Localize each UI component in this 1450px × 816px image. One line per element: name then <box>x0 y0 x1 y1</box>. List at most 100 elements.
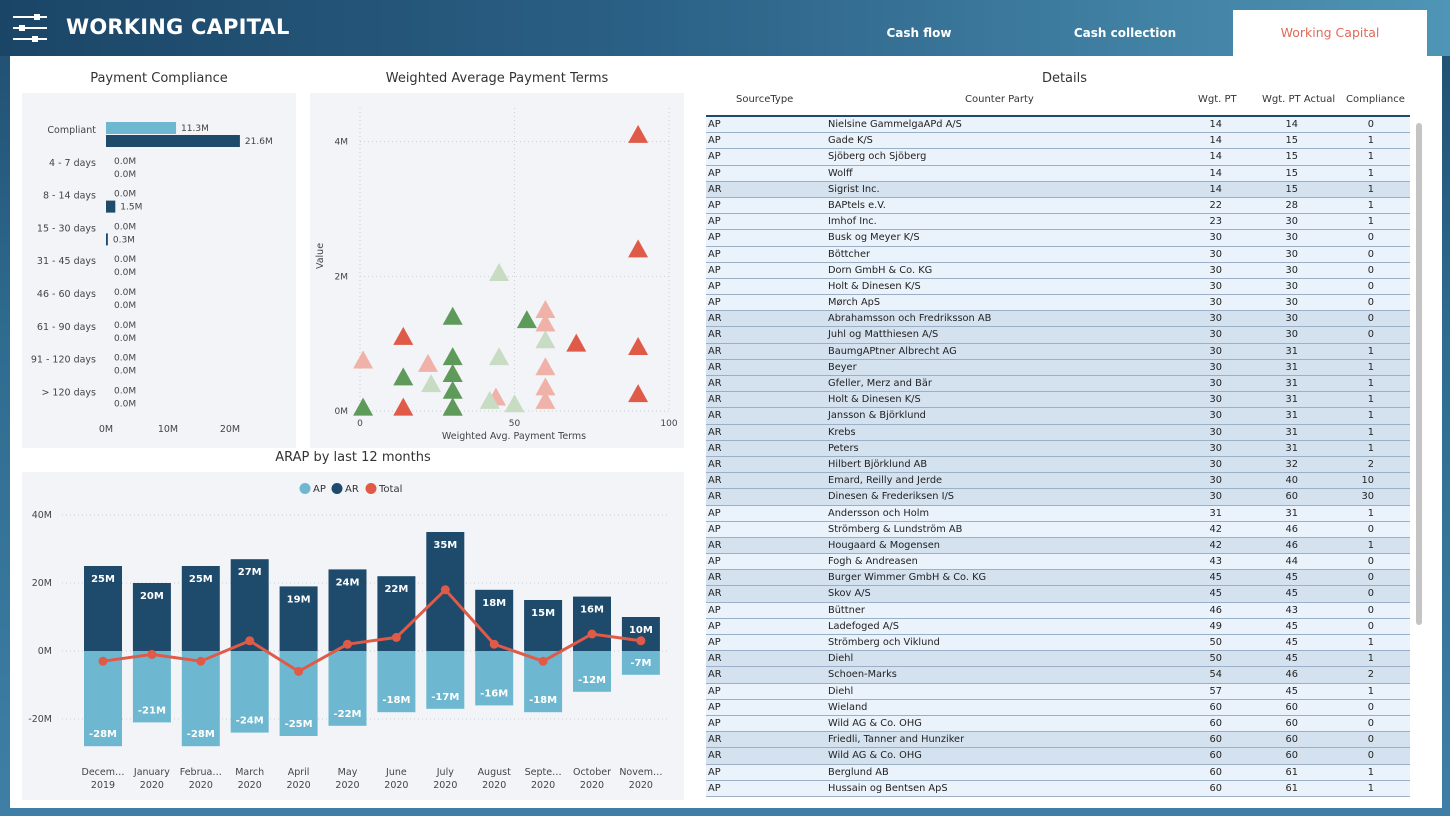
bar-ar[interactable] <box>279 586 318 651</box>
total-point[interactable] <box>294 666 304 676</box>
col-source-type[interactable]: SourceType <box>736 94 794 105</box>
scatter-point[interactable] <box>628 124 649 143</box>
table-row[interactable]: AR Emard, Reilly and Jerde 30 40 10 <box>706 473 1410 490</box>
scatter-point[interactable] <box>535 300 556 318</box>
table-row[interactable]: AR Hougaard & Mogensen 42 46 1 <box>706 537 1410 555</box>
total-point[interactable] <box>489 639 499 649</box>
bar-ap[interactable] <box>475 651 514 706</box>
scatter-point[interactable] <box>393 397 414 416</box>
table-row[interactable]: AP Hussain og Bentsen ApS 60 61 1 <box>706 780 1410 797</box>
bar-ap[interactable] <box>621 651 660 675</box>
table-row[interactable]: AR Beyer 30 31 1 <box>706 359 1410 376</box>
col-wgt-pt[interactable]: Wgt. PT <box>1198 94 1237 105</box>
table-row[interactable]: AP Wieland 60 60 0 <box>706 699 1410 716</box>
col-counter-party[interactable]: Counter Party <box>965 94 1034 105</box>
bar-ap[interactable] <box>426 651 465 709</box>
scatter-point[interactable] <box>535 330 556 349</box>
total-point[interactable] <box>440 585 450 595</box>
table-row[interactable]: AR Gfeller, Merz and Bär 30 31 1 <box>706 376 1410 393</box>
table-row[interactable]: AR Holt & Dinesen K/S 30 31 1 <box>706 392 1410 409</box>
arap-chart[interactable]: AP AR Total 40M 20M 0M -20M 25M -28M Decem… 2019 20… <box>22 472 684 800</box>
scatter-point[interactable] <box>393 326 414 345</box>
table-row[interactable]: AP Berglund AB 60 61 1 <box>706 764 1410 781</box>
scatter-point[interactable] <box>566 333 587 352</box>
bar-ar[interactable] <box>106 200 116 213</box>
bar-ar[interactable] <box>524 600 563 651</box>
scatter-point[interactable] <box>535 377 556 396</box>
payment-compliance-chart[interactable]: Compliant 11.3M 21.6M 4 - 7 days 0.0M 0.0M 8 -… <box>22 93 296 448</box>
wapt-scatter-chart[interactable]: 0M 2M 4M 0 50 100 Weighted Avg. Payment Terms V… <box>310 93 684 448</box>
col-wgt-pt-actual[interactable]: Wgt. PT Actual <box>1262 94 1336 105</box>
total-point[interactable] <box>196 656 206 666</box>
tab-cash-collection[interactable]: Cash collection <box>1073 26 1177 40</box>
bar-ar[interactable] <box>106 135 240 147</box>
total-point[interactable] <box>636 636 646 646</box>
scatter-point[interactable] <box>442 363 463 382</box>
scatter-point[interactable] <box>442 380 463 399</box>
bar-ar[interactable] <box>84 566 122 651</box>
table-row[interactable]: AP Wild AG & Co. OHG 60 60 0 <box>706 715 1410 733</box>
table-row[interactable]: AP Sjöberg och Sjöberg 14 15 1 <box>706 149 1410 166</box>
bar-ap[interactable] <box>181 651 220 747</box>
table-row[interactable]: AR Skov A/S 45 45 0 <box>706 586 1410 603</box>
scatter-point[interactable] <box>489 347 510 366</box>
scatter-point[interactable] <box>442 397 463 416</box>
table-row[interactable]: AP Andersson och Holm 31 31 1 <box>706 505 1410 522</box>
table-row[interactable]: AR Wild AG & Co. OHG 60 60 0 <box>706 748 1410 765</box>
table-row[interactable]: AP Wolff 14 15 1 <box>706 165 1410 182</box>
bar-ar[interactable] <box>132 583 171 651</box>
table-row[interactable]: AR Jansson & Björklund 30 31 1 <box>706 408 1410 425</box>
scatter-point[interactable] <box>353 397 374 416</box>
table-row[interactable]: AP Fogh & Andreasen 43 44 0 <box>706 554 1410 571</box>
scatter-point[interactable] <box>479 390 500 409</box>
scatter-point[interactable] <box>504 394 525 413</box>
table-row[interactable]: AP Busk og Meyer K/S 30 30 0 <box>706 230 1410 247</box>
filter-sliders-icon[interactable] <box>10 8 50 48</box>
bar-ap[interactable] <box>377 651 416 713</box>
bar-ar[interactable] <box>328 569 367 651</box>
table-row[interactable]: AR Hilbert Björklund AB 30 32 2 <box>706 456 1410 474</box>
table-row[interactable]: AR Schoen-Marks 54 46 2 <box>706 667 1410 684</box>
bar-ar[interactable] <box>106 233 108 246</box>
scatter-point[interactable] <box>353 350 374 369</box>
table-row[interactable]: AP Strömberg & Lundström AB 42 46 0 <box>706 521 1410 538</box>
bar-ar[interactable] <box>230 559 269 651</box>
table-row[interactable]: AP Imhof Inc. 23 30 1 <box>706 214 1410 231</box>
bar-ap[interactable] <box>84 651 122 747</box>
table-row[interactable]: AR Burger Wimmer GmbH & Co. KG 45 45 0 <box>706 570 1410 587</box>
total-point[interactable] <box>538 656 548 666</box>
scatter-point[interactable] <box>417 353 438 372</box>
total-point[interactable] <box>245 636 255 646</box>
table-row[interactable]: AR Sigrist Inc. 14 15 1 <box>706 181 1410 198</box>
tab-cash-flow[interactable]: Cash flow <box>886 26 952 40</box>
table-row[interactable]: AP Mørch ApS 30 30 0 <box>706 295 1410 312</box>
scatter-point[interactable] <box>535 357 556 376</box>
total-point[interactable] <box>98 656 108 666</box>
table-row[interactable]: AP Gade K/S 14 15 1 <box>706 133 1410 150</box>
table-row[interactable]: AP Böttcher 30 30 0 <box>706 246 1410 263</box>
bar-ar[interactable] <box>181 566 220 651</box>
bar-ap[interactable] <box>132 651 171 723</box>
scatter-point[interactable] <box>489 262 510 281</box>
table-row[interactable]: AR Diehl 50 45 1 <box>706 651 1410 668</box>
scatter-point[interactable] <box>393 367 414 386</box>
scatter-point[interactable] <box>628 384 649 403</box>
table-row[interactable]: AR Abrahamsson och Fredriksson AB 30 30 0 <box>706 311 1410 328</box>
scatter-point[interactable] <box>535 390 556 409</box>
scatter-point[interactable] <box>628 337 649 356</box>
bar-ap[interactable] <box>328 651 367 726</box>
total-point[interactable] <box>343 639 352 649</box>
table-row[interactable]: AR Friedli, Tanner and Hunziker 60 60 0 <box>706 732 1410 749</box>
tab-working-capital[interactable]: Working Capital <box>1233 10 1427 56</box>
scatter-point[interactable] <box>628 239 649 258</box>
total-point[interactable] <box>587 629 597 639</box>
table-row[interactable]: AP Strömberg och Viklund 50 45 1 <box>706 635 1410 652</box>
table-row[interactable]: AR Dinesen & Frederiksen I/S 30 60 30 <box>706 489 1410 506</box>
table-row[interactable]: AP Nielsine GammelgaAPd A/S 14 14 0 <box>706 117 1410 134</box>
scatter-point[interactable] <box>442 347 463 366</box>
table-row[interactable]: AP Dorn GmbH & Co. KG 30 30 0 <box>706 262 1410 279</box>
table-row[interactable]: AP Ladefoged A/S 49 45 0 <box>706 618 1410 635</box>
scatter-point[interactable] <box>442 306 463 325</box>
bar-ap[interactable] <box>230 651 269 733</box>
scatter-point[interactable] <box>421 374 442 393</box>
